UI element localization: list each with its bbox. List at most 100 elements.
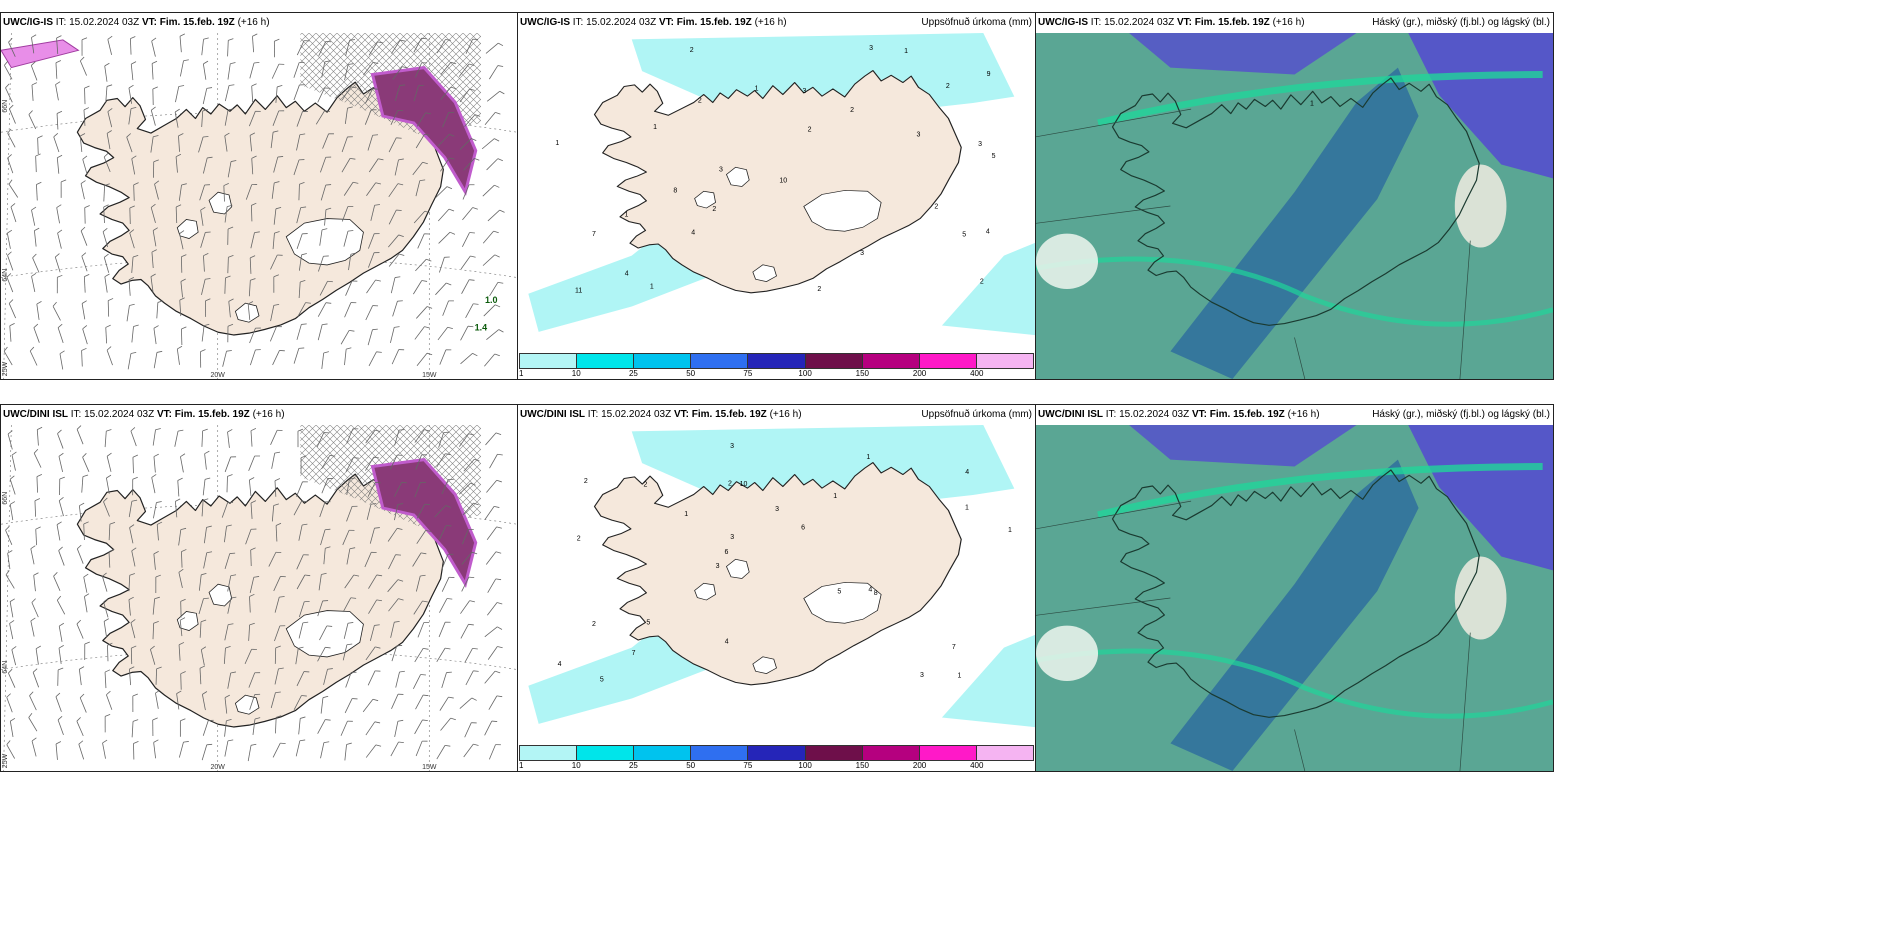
wind-barb [57,229,63,249]
wind-barb [9,323,15,342]
wind-barb [460,352,478,365]
precip-value: 4 [965,469,969,476]
wind-barb [202,87,213,105]
legend-swatch [862,354,920,368]
precip-value: 2 [817,286,821,293]
wind-barb [151,37,157,57]
wind-barb [250,428,257,447]
wind-barb [390,109,404,125]
valid-label: VT: [1176,17,1192,28]
cloud-map [1036,425,1553,771]
wind-barb [318,572,327,591]
wind-map: 66N 64N 25W 20W 15W [1,425,517,771]
wind-barb [415,740,428,757]
wind-barb [152,227,158,247]
wind-barb [202,691,208,711]
precip-value: 4 [986,228,990,235]
wind-barb [78,740,85,760]
wind-barb [107,642,113,662]
wind-barb [387,579,404,593]
wind-barb [368,158,384,173]
precip-value: 1 [555,140,559,147]
wind-barb [128,573,135,592]
wind-barb [296,323,307,340]
wind-barb [461,551,478,565]
wind-barb [320,156,332,173]
wind-barb [152,717,158,736]
axis-label-lat-66: 66N [2,492,9,505]
wind-barb [249,593,255,613]
wind-barb [150,273,156,293]
wind-barb [368,233,380,249]
legend-swatch [520,746,578,760]
wind-barb [250,202,257,222]
coastline [1111,469,1480,718]
wind-barb [365,646,381,661]
map-canvas: 2 3 2 5 3 4 2 3 5 2 1 2 3 4 7 10 8 1 2 1 2 3 4 1 2 1 11 3 2 9 1 [518,33,1035,351]
wind-barb [204,298,211,317]
wind-barb [272,742,286,758]
wind-barb [132,454,139,474]
wind-barb [36,426,43,446]
wind-barb [251,155,257,175]
precip-value: 3 [730,443,734,450]
wind-barb [130,645,137,665]
wind-barb [463,158,480,171]
high-cloud-northeast [1408,425,1553,571]
wind-barb [6,273,14,293]
wind-barb [344,302,357,318]
wind-barb [340,720,353,736]
wind-barb [7,251,14,271]
precip-value: 10 [740,481,748,488]
wind-barb [179,297,185,317]
panel-header: UWC/DINI ISL IT: 15.02.2024 03Z VT: Fim.… [1036,405,1553,425]
wind-barb [392,300,403,317]
wind-barb [175,85,185,103]
precip-value: 1 [653,124,657,131]
wind-barb [9,104,16,124]
wind-barb [486,90,505,102]
wind-barb [343,181,359,196]
wind-barb [363,61,379,76]
wind-barb [323,546,331,565]
precip-value: 3 [716,563,720,570]
wind-barb [37,135,43,154]
wind-barb [320,695,329,714]
legend-swatch [805,354,863,368]
wind-barb [36,474,43,493]
wind-barb [344,63,354,81]
wind-barb [392,66,408,80]
wind-barb [315,110,330,125]
wind-barb [201,278,211,295]
wind-barb [296,554,309,570]
wind-barb [345,280,358,296]
wind-barb [274,645,281,664]
wind-barb [152,86,158,106]
wind-barb [270,254,283,270]
wind-barb [58,645,64,664]
wind-barb [249,693,261,710]
wind-barb [9,598,15,618]
wind-barb [223,645,231,664]
wind-barb [318,255,329,272]
wind-barb [131,255,139,273]
wind-barb [362,698,379,713]
wind-barb [412,552,427,567]
glacier-outline [208,583,233,607]
wind-barb [390,741,404,757]
axis-label-lon-20: 20W [211,372,226,379]
wind-barb [9,501,16,521]
wind-barb [79,56,87,76]
wind-barb [30,61,38,81]
wind-barb [394,482,407,497]
wind-barb [180,671,186,690]
wind-barb [274,596,285,613]
coastline [1111,77,1480,326]
wind-barb [32,253,40,273]
wind-barb [485,551,502,565]
wind-barb [250,547,256,566]
wind-barb [296,206,307,224]
wind-barb [317,323,328,341]
valid-time: Fim. 15.feb. 19Z [676,17,752,28]
wind-barb [462,207,478,221]
